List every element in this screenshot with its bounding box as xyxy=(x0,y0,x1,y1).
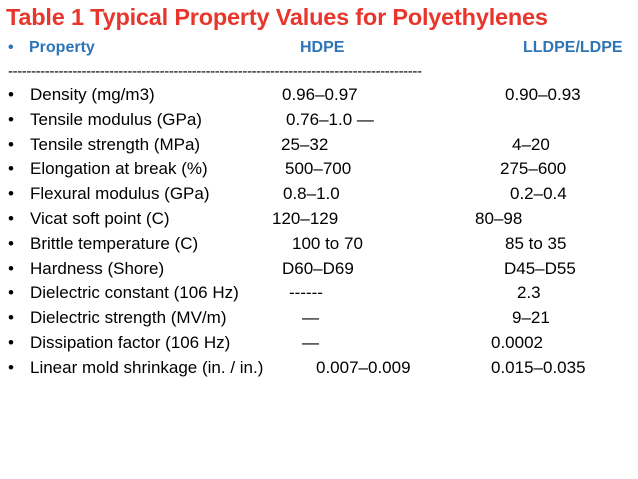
row-property: Elongation at break (%) xyxy=(30,159,208,179)
row-lldpe: 80–98 xyxy=(475,209,523,228)
row-bullet: • xyxy=(8,333,14,352)
row-lldpe: 0.0002 xyxy=(491,333,543,352)
row-lldpe: 2.3 xyxy=(517,283,541,303)
row-hdpe: 120–129 xyxy=(272,209,339,228)
row-bullet: • xyxy=(8,109,14,129)
row-property: Dielectric strength (MV/m) xyxy=(30,308,227,328)
row-lldpe: 0.2–0.4 xyxy=(510,184,567,204)
row-hdpe: 0.007–0.009 xyxy=(316,357,411,377)
row-property: Hardness (Shore) xyxy=(30,258,165,278)
row-property: Density (mg/m3) xyxy=(30,85,155,104)
row-lldpe: 4–20 xyxy=(512,134,550,154)
row-bullet: • xyxy=(8,184,14,204)
row-property: Vicat soft point (C) xyxy=(30,209,170,228)
header-bullet: • xyxy=(8,39,14,56)
row-bullet: • xyxy=(8,159,14,179)
header-lldpe: LLDPE/LDPE xyxy=(523,39,623,56)
table-row: • Dielectric strength (MV/m) — 9–21 xyxy=(0,308,638,332)
table-row: • Dielectric constant (106 Hz) ------ 2.3 xyxy=(0,283,638,307)
row-lldpe: D45–D55 xyxy=(504,258,576,278)
table-row: • Flexural modulus (GPa) 0.8–1.0 0.2–0.4 xyxy=(0,184,638,208)
row-hdpe: D60–D69 xyxy=(282,258,354,278)
row-lldpe: 85 to 35 xyxy=(505,233,567,253)
row-hdpe: — xyxy=(302,333,319,352)
row-hdpe: 0.76–1.0 — xyxy=(286,109,374,129)
table-row: • Linear mold shrinkage (in. / in.) 0.007–… xyxy=(0,358,638,382)
row-hdpe: 25–32 xyxy=(281,134,329,154)
row-property: Flexural modulus (GPa) xyxy=(30,184,210,204)
header-hdpe: HDPE xyxy=(300,39,345,56)
slide-title: Table 1 Typical Property Values for Poly… xyxy=(6,4,548,30)
row-lldpe: 0.90–0.93 xyxy=(505,85,581,104)
row-bullet: • xyxy=(8,357,14,377)
row-lldpe: 275–600 xyxy=(500,159,567,179)
row-property: Tensile modulus (GPa) xyxy=(30,109,202,129)
table-row: • Dissipation factor (106 Hz) — 0.0002 xyxy=(0,333,638,357)
row-hdpe: — xyxy=(302,308,319,328)
header-property: Property xyxy=(29,39,95,56)
row-property: Dielectric constant (106 Hz) xyxy=(30,283,239,303)
table-row: • Hardness (Shore) D60–D69 D45–D55 xyxy=(0,259,638,283)
table-row: • Elongation at break (%) 500–700 275–600 xyxy=(0,159,638,183)
row-bullet: • xyxy=(8,308,14,328)
table-row: • Vicat soft point (C) 120–129 80–98 xyxy=(0,209,638,233)
row-lldpe: 0.015–0.035 xyxy=(491,357,586,377)
dashed-divider: ----------------------------------------… xyxy=(8,63,422,80)
row-bullet: • xyxy=(8,258,14,278)
table-row: • Density (mg/m3) 0.96–0.97 0.90–0.93 xyxy=(0,85,638,109)
row-bullet: • xyxy=(8,134,14,154)
row-property: Dissipation factor (106 Hz) xyxy=(30,333,231,352)
row-hdpe: 500–700 xyxy=(285,159,352,179)
row-bullet: • xyxy=(8,85,14,104)
row-hdpe: ------ xyxy=(289,283,323,303)
row-lldpe: 9–21 xyxy=(512,308,550,328)
table-row: • Tensile strength (MPa) 25–32 4–20 xyxy=(0,135,638,159)
row-bullet: • xyxy=(8,209,14,228)
row-property: Brittle temperature (C) xyxy=(30,233,199,253)
row-property: Tensile strength (MPa) xyxy=(30,134,201,154)
row-hdpe: 0.96–0.97 xyxy=(282,85,358,104)
row-bullet: • xyxy=(8,283,14,303)
row-property: Linear mold shrinkage (in. / in.) xyxy=(30,357,264,377)
row-bullet: • xyxy=(8,233,14,253)
table-row: • Brittle temperature (C) 100 to 70 85 to 3… xyxy=(0,234,638,258)
row-hdpe: 0.8–1.0 xyxy=(283,184,340,204)
table-row: • Tensile modulus (GPa) 0.76–1.0 — xyxy=(0,110,638,134)
row-hdpe: 100 to 70 xyxy=(292,233,363,253)
